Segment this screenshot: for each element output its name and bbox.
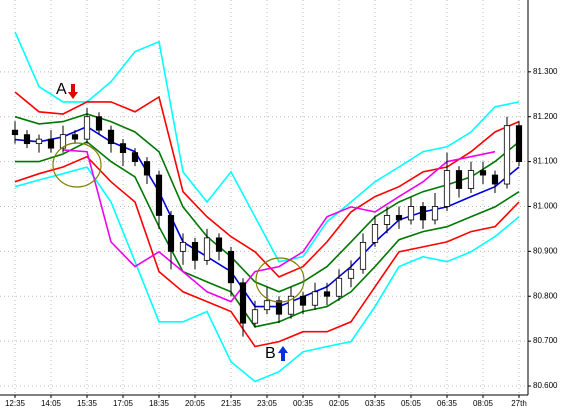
up-arrow xyxy=(278,346,288,361)
candle-body xyxy=(227,250,235,284)
y-tick-label: 81.000 xyxy=(533,202,558,211)
candle-body xyxy=(47,138,55,149)
down-arrow xyxy=(68,84,78,99)
x-tick-label: 08:05 xyxy=(473,399,494,408)
annotation: B xyxy=(265,345,276,362)
x-tick-label: 17:05 xyxy=(113,399,134,408)
candle-body xyxy=(455,170,463,189)
candle-body xyxy=(23,134,31,145)
highlight-circle xyxy=(255,257,305,303)
y-tick-label: 80.900 xyxy=(533,246,558,255)
x-tick-label: 05:05 xyxy=(401,399,422,408)
x-tick-label: 03:35 xyxy=(365,399,386,408)
highlight-circle xyxy=(52,142,102,188)
candle-body xyxy=(431,206,439,221)
candle-body xyxy=(251,309,259,324)
x-tick-label: 12:35 xyxy=(5,399,26,408)
indicator-line xyxy=(14,155,520,348)
candle-body xyxy=(419,206,427,221)
candle-body xyxy=(95,116,103,131)
candle-body xyxy=(479,170,487,176)
candle-body xyxy=(131,152,139,162)
x-tick-label: 23:05 xyxy=(257,399,278,408)
x-tick-label: 14:05 xyxy=(41,399,62,408)
candle-body xyxy=(275,300,283,315)
y-tick-label: 81.300 xyxy=(533,67,558,76)
candle-body xyxy=(311,291,319,306)
candle-body xyxy=(371,224,379,243)
x-tick-label: 27th xyxy=(511,399,527,408)
x-tick-label: 02:05 xyxy=(329,399,350,408)
candle-body xyxy=(503,125,511,185)
indicator-line xyxy=(14,166,520,383)
candle-body xyxy=(155,174,163,216)
candle-body xyxy=(11,129,19,136)
candle-body xyxy=(143,161,151,176)
candle-body xyxy=(467,170,475,189)
y-tick-label: 81.200 xyxy=(533,112,558,121)
candle-body xyxy=(491,174,499,185)
candle-body xyxy=(407,206,415,221)
x-tick-label: 21:35 xyxy=(221,399,242,408)
candle-body xyxy=(335,277,343,297)
candle-body xyxy=(299,295,307,306)
candle-body xyxy=(383,215,391,225)
candle-body xyxy=(443,170,451,207)
y-tick-label: 80.600 xyxy=(533,381,558,390)
candle-body xyxy=(239,282,247,324)
indicator-line xyxy=(15,140,520,328)
indicator-line xyxy=(14,91,520,278)
candle-body xyxy=(71,134,79,140)
y-tick-label: 80.800 xyxy=(533,291,558,300)
candle-body xyxy=(59,134,67,149)
candle-body xyxy=(203,237,211,261)
x-tick-label: 20:05 xyxy=(185,399,206,408)
x-tick-label: 00:35 xyxy=(293,399,314,408)
x-tick-label: 15:35 xyxy=(77,399,98,408)
candle-body xyxy=(167,215,175,252)
y-tick-label: 81.100 xyxy=(533,157,558,166)
candle-body xyxy=(83,116,91,140)
candle-body xyxy=(263,300,271,311)
candle-body xyxy=(287,295,295,315)
candle-body xyxy=(191,241,199,261)
candle-body xyxy=(215,237,223,252)
x-tick-label: 06:35 xyxy=(437,399,458,408)
candle-body xyxy=(119,143,127,154)
y-tick-label: 80.700 xyxy=(533,336,558,345)
indicator-line xyxy=(14,31,520,263)
candle-body xyxy=(179,241,187,252)
candle-body xyxy=(359,241,367,270)
candle-body xyxy=(35,138,43,145)
candle-body xyxy=(323,291,331,297)
annotation: A xyxy=(56,81,67,98)
x-tick-label: 18:35 xyxy=(149,399,170,408)
candle-body xyxy=(515,125,523,162)
candle-body xyxy=(395,215,403,221)
candle-body xyxy=(107,129,115,145)
indicator-line xyxy=(62,149,496,303)
candle-body xyxy=(347,268,355,279)
